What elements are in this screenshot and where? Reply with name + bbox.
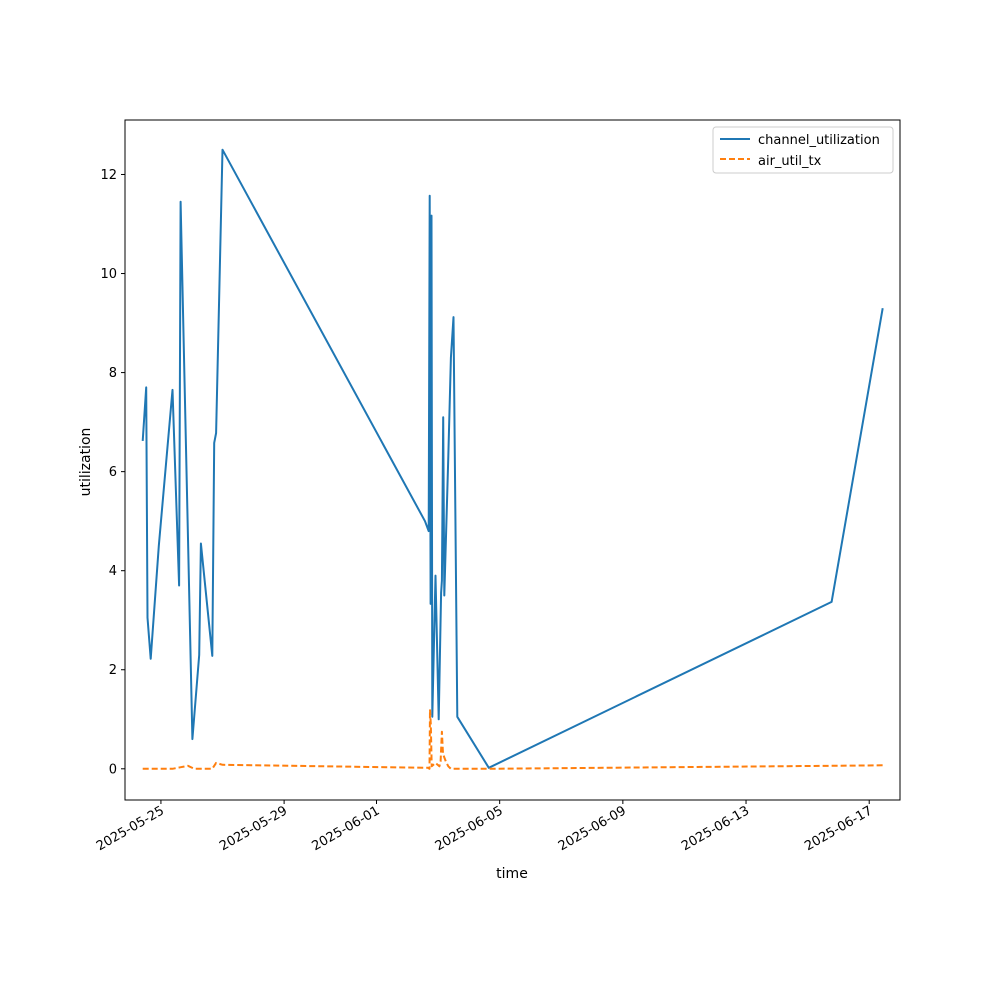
y-tick-label: 8: [109, 366, 117, 381]
x-tick-label: 2025-05-25: [94, 803, 167, 854]
legend-label-air-util-tx: air_util_tx: [758, 154, 822, 169]
x-axis-label: time: [496, 866, 528, 882]
y-tick-label: 6: [109, 465, 117, 480]
x-tick-label: 2025-06-17: [802, 803, 875, 854]
plot-lines: [141, 148, 884, 770]
x-axis-ticks: 2025-05-25 2025-05-29 2025-06-01 2025-06-05…: [94, 800, 875, 854]
y-tick-label: 12: [100, 168, 117, 183]
series-line-channel-utilization: [141, 148, 884, 769]
legend-box: [712, 126, 894, 174]
series-line-air-util-tx: [142, 708, 883, 770]
y-axis-label: utilization: [78, 428, 94, 497]
y-tick-label: 10: [100, 267, 117, 282]
plot-area-frame: [124, 119, 901, 801]
x-tick-label: 2025-06-05: [433, 803, 506, 854]
x-tick-label: 2025-06-09: [556, 803, 629, 854]
y-axis-ticks: 0 2 4 6 8 10 12: [100, 168, 125, 777]
x-tick-label: 2025-06-13: [679, 803, 752, 854]
x-tick-label: 2025-05-29: [217, 803, 290, 854]
legend: channel_utilization air_util_tx: [712, 126, 894, 174]
y-tick-label: 4: [109, 564, 117, 579]
y-tick-label: 2: [109, 663, 117, 678]
x-tick-label: 2025-06-01: [310, 803, 383, 854]
legend-label-channel-utilization: channel_utilization: [758, 133, 880, 148]
y-tick-label: 0: [109, 762, 117, 777]
